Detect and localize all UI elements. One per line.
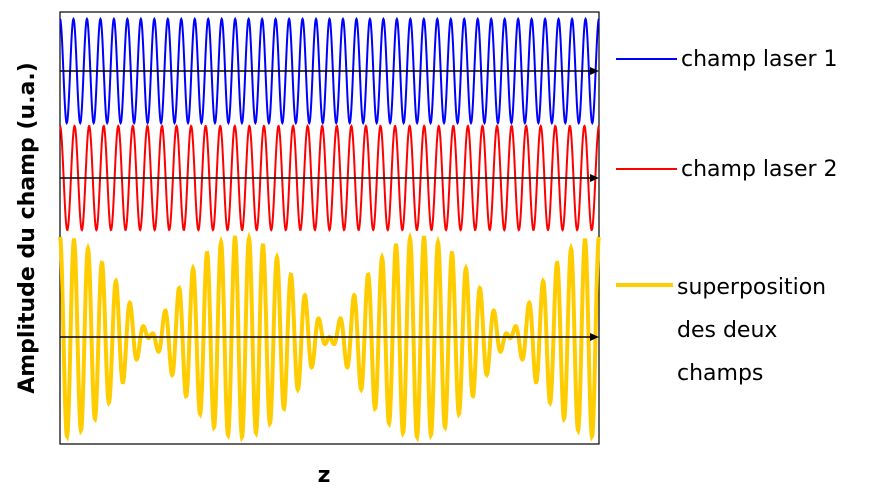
legend-label-superposition-line-3: champs (677, 361, 763, 386)
legend-label-laser-2: champ laser 2 (681, 157, 838, 182)
zero-axes (60, 67, 599, 341)
series-laser-1 (59, 16, 600, 126)
plot-frame (59, 11, 600, 445)
legend-label-laser-1: champ laser 1 (681, 47, 838, 72)
zero-axis-arrowhead (590, 67, 599, 75)
zero-axis-arrowhead (590, 174, 599, 182)
legend-label-superposition-line-1: superposition (677, 275, 826, 300)
series-laser-2 (59, 124, 600, 232)
series-layer (58, 16, 601, 443)
zero-axis-arrowhead (590, 333, 599, 341)
y-axis-label: Amplitude du champ (u.a.) (15, 62, 40, 394)
legend-label-superposition-line-2: des deux (677, 318, 777, 343)
legend: champ laser 1 champ laser 2 superpositio… (616, 47, 838, 386)
x-axis-label: z (318, 463, 331, 488)
